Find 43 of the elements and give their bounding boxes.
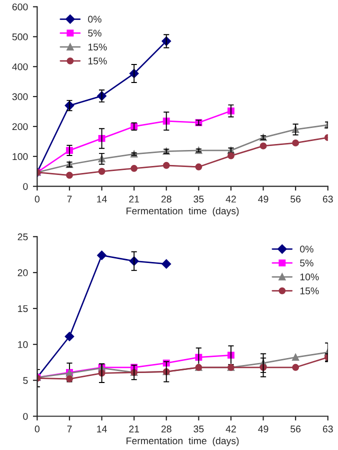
x-tick-label: 14 [97, 426, 107, 432]
x-tick-label: 35 [194, 196, 204, 203]
x-tick-label: 56 [290, 426, 301, 432]
x-axis-title: Fermentation time (days) [126, 437, 239, 446]
x-tick-label: 42 [226, 426, 236, 432]
y-tick-label: 25 [18, 233, 28, 240]
x-tick-label: 28 [161, 426, 172, 432]
legend-label: 5% [88, 30, 102, 37]
x-axis-title: Fermentation time (days) [126, 207, 239, 216]
x-tick-label: 28 [161, 196, 172, 203]
x-tick-label: 21 [129, 426, 140, 432]
y-tick-label: 10 [18, 341, 28, 348]
legend-label: 0% [88, 16, 102, 23]
x-tick-label: 63 [322, 426, 333, 432]
y-tick-label: 600 [12, 3, 28, 10]
y-tick-label: 15 [18, 305, 28, 312]
y-tick-label: 200 [12, 123, 28, 130]
x-tick-label: 49 [258, 426, 268, 432]
x-tick-label: 7 [67, 196, 72, 202]
y-tick-label: 400 [12, 63, 28, 70]
legend-label: 10% [300, 274, 319, 280]
x-tick-label: 35 [194, 426, 204, 432]
x-tick-label: 56 [290, 196, 301, 203]
x-tick-label: 63 [322, 196, 333, 203]
legend-label: 15% [300, 287, 319, 294]
x-tick-label: 42 [226, 196, 236, 202]
y-tick-label: 20 [18, 269, 28, 276]
y-tick-label: 500 [12, 33, 28, 40]
x-tick-label: 0 [34, 196, 40, 203]
legend-label: 0% [300, 246, 314, 253]
y-tick-label: 0 [23, 412, 28, 420]
legend-label: 15% [88, 44, 107, 50]
x-tick-label: 49 [258, 196, 268, 203]
legend-label: 15% [88, 58, 107, 64]
legend-label: 5% [300, 260, 314, 266]
x-tick-label: 0 [34, 426, 40, 432]
y-tick-label: 0 [23, 183, 28, 190]
x-tick-label: 21 [129, 196, 140, 202]
x-tick-label: 14 [97, 196, 107, 202]
y-tick-label: 100 [12, 153, 28, 160]
y-tick-label: 5 [23, 377, 28, 384]
y-tick-label: 300 [12, 93, 28, 100]
x-tick-label: 7 [67, 426, 72, 432]
